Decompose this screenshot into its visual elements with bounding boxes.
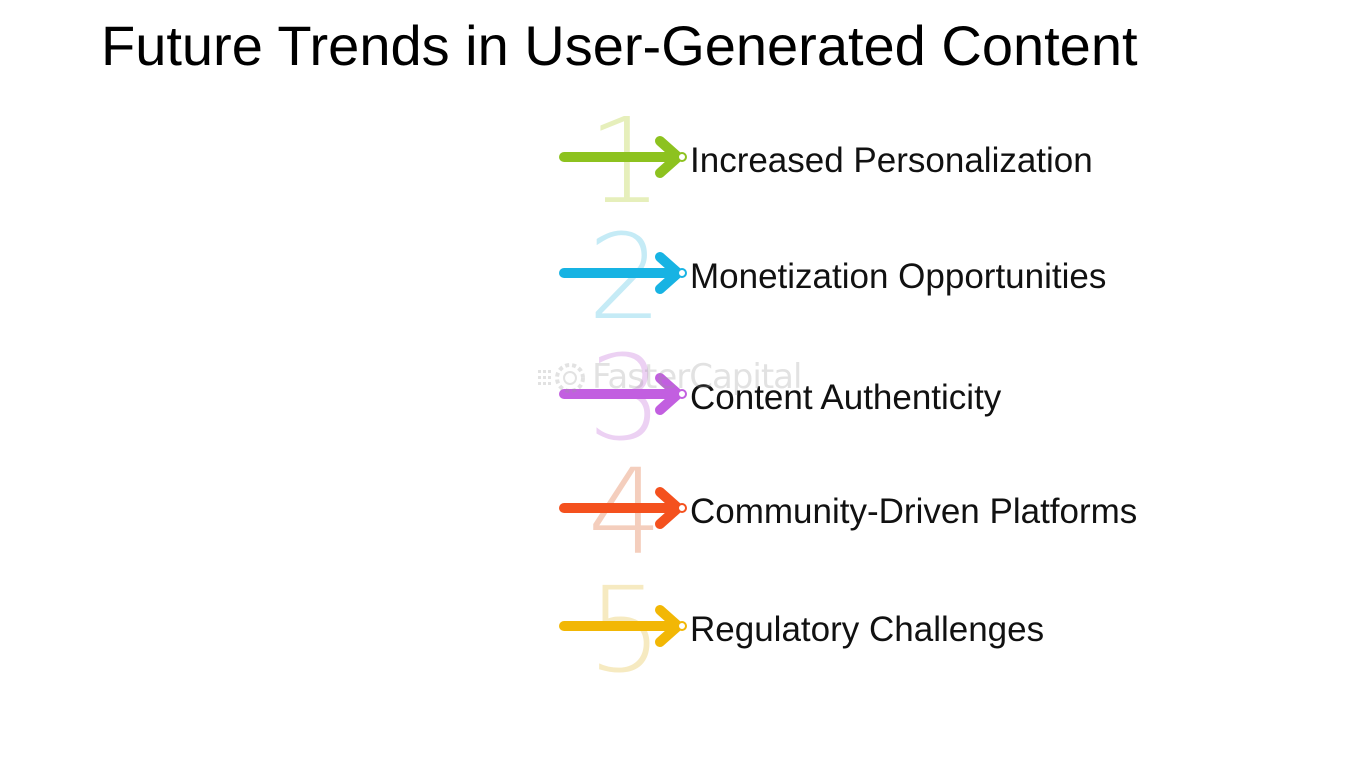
page-title: Future Trends in User-Generated Content [101, 14, 1138, 77]
trend-label-3: Content Authenticity [690, 378, 1002, 417]
trend-item-1: 1 Increased Personalization [540, 101, 1260, 221]
arrow-dot [677, 621, 687, 631]
trend-item-4: 4 Community-Driven Platforms [540, 452, 1260, 572]
arrow-icon [559, 373, 687, 415]
arrow-icon [559, 136, 687, 178]
trend-item-5: 5 Regulatory Challenges [540, 570, 1260, 690]
arrow-icon [559, 487, 687, 529]
arrow-dot [677, 389, 687, 399]
trend-label-5: Regulatory Challenges [690, 610, 1045, 649]
arrow-dot [677, 268, 687, 278]
trend-label-2: Monetization Opportunities [690, 257, 1107, 296]
trend-label-4: Community-Driven Platforms [690, 492, 1138, 531]
trend-item-3: 3 Content Authenticity [540, 338, 1260, 458]
watermark-text: FasterCapital [592, 357, 802, 397]
gear-icon [538, 363, 585, 393]
arrow-dot [677, 503, 687, 513]
trend-item-2: 2 Monetization Opportunities [540, 217, 1260, 337]
watermark: FasterCapital [536, 356, 826, 400]
trend-label-1: Increased Personalization [690, 141, 1093, 180]
arrow-icon [559, 252, 687, 294]
arrow-dot [677, 152, 687, 162]
arrow-icon [559, 605, 687, 647]
